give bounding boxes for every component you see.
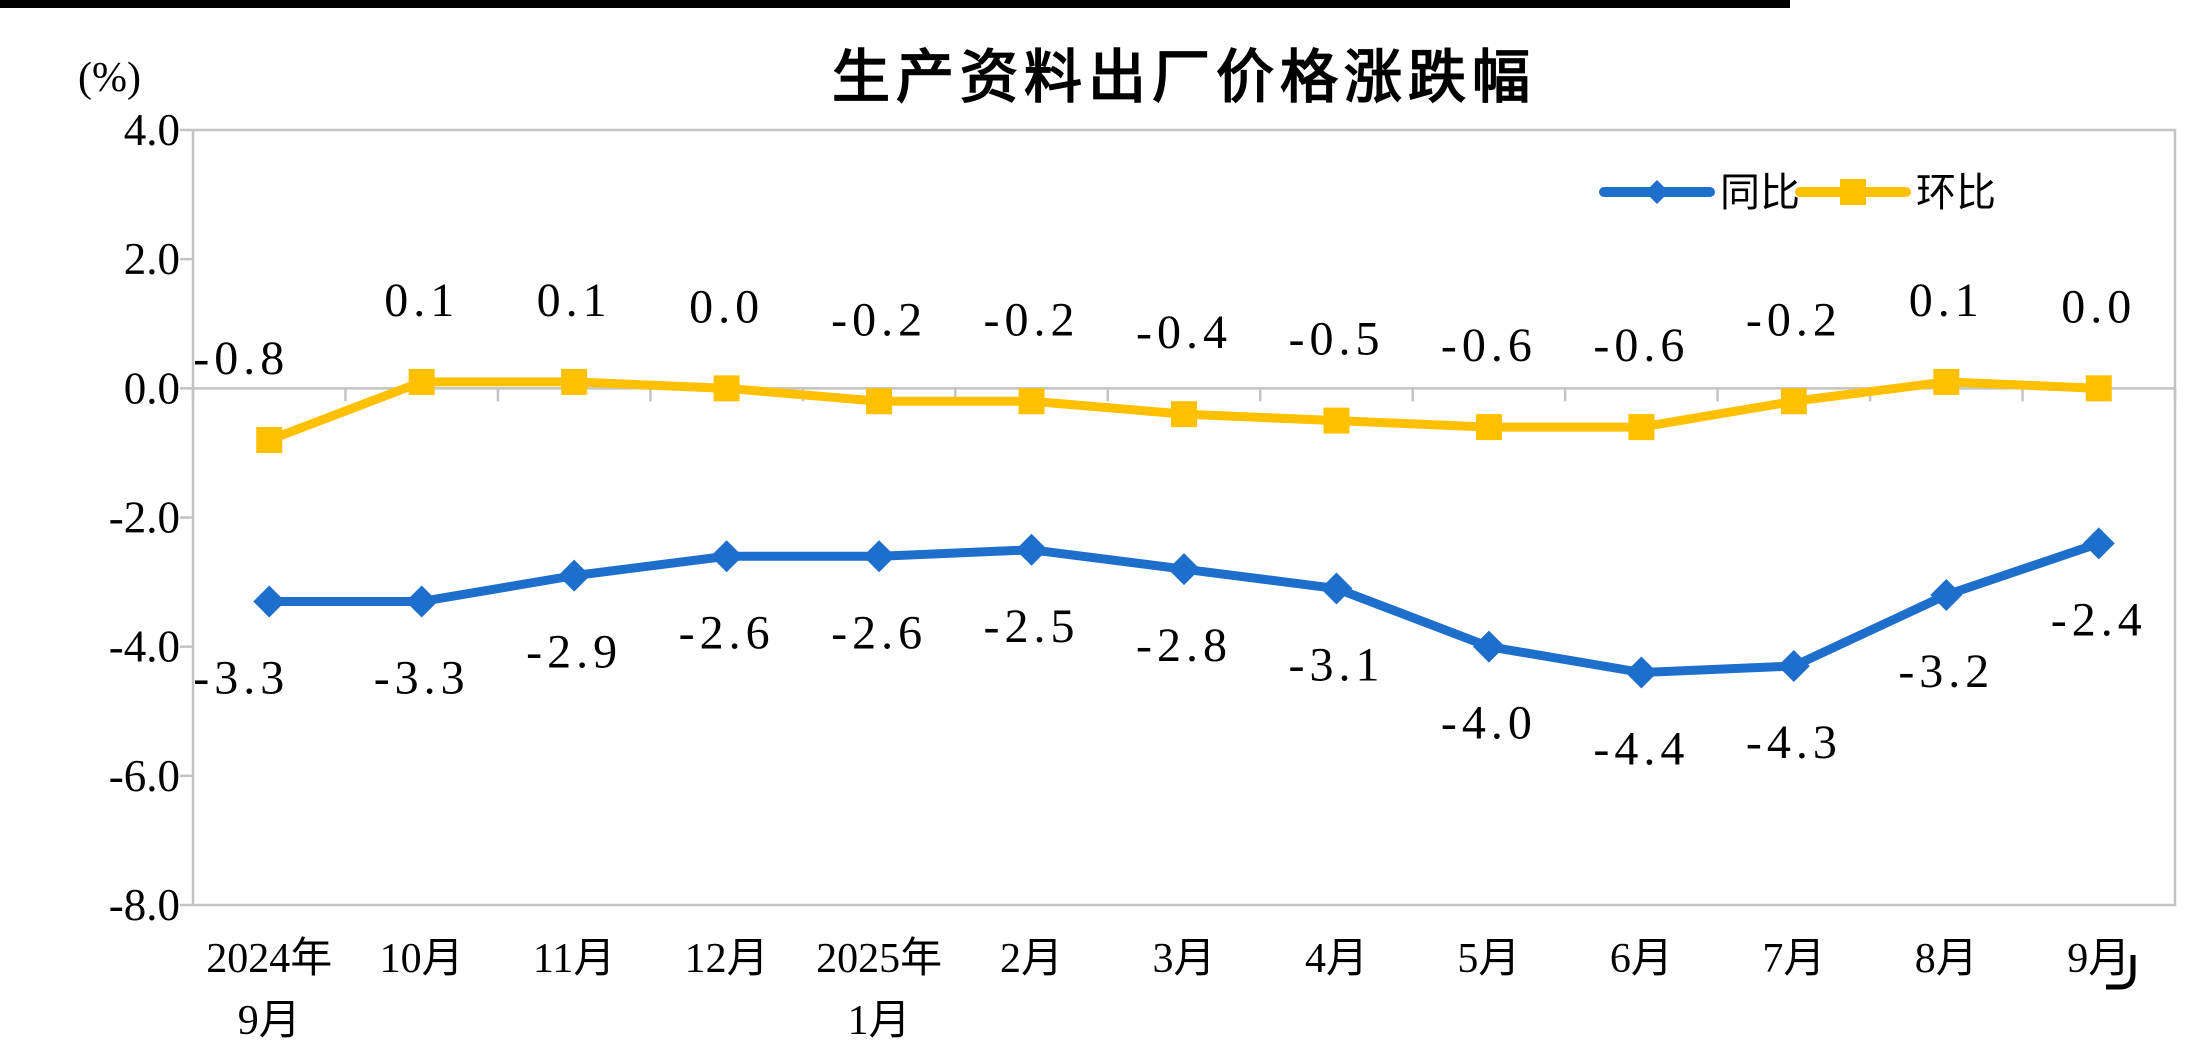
data-point-marker-square [1628,414,1655,441]
data-point-marker-square [1780,388,1807,415]
legend-label: 同比 [1720,171,1800,215]
data-label: -0.6 [1593,319,1689,372]
data-label: -4.4 [1593,723,1689,776]
corner-artifact [2106,955,2136,990]
data-point-marker-diamond [2082,527,2115,560]
x-tick-label: 7月 [1762,936,1825,982]
data-label: -2.6 [831,606,927,659]
data-label: -3.1 [1288,639,1384,692]
data-point-marker-diamond [1930,579,1963,611]
data-label: 0.1 [384,274,459,327]
y-tick-label: 0.0 [124,363,180,413]
data-point-marker-diamond [1015,533,1048,566]
x-tick-label: 2月 [1000,936,1063,982]
data-point-marker-diamond [405,585,438,618]
legend-marker-square [1840,179,1866,205]
data-label: -4.0 [1441,697,1537,750]
data-label: -0.8 [193,332,289,385]
data-point-marker-diamond [1625,656,1658,689]
x-tick-label: 12月 [685,936,769,982]
data-label: -0.2 [984,293,1080,346]
data-point-marker-diamond [558,559,591,592]
data-point-marker-square [713,375,740,402]
y-tick-label: -8.0 [109,880,180,930]
data-label: 0.0 [689,280,764,333]
data-point-marker-diamond [1320,572,1353,605]
y-tick-label: -2.0 [109,493,180,543]
data-label: -3.3 [374,651,470,704]
data-label: -2.9 [526,626,622,679]
data-label: -4.3 [1746,716,1842,769]
x-tick-label: 6月 [1610,936,1673,982]
x-tick-label: 10月 [380,936,464,982]
x-tick-label: 9月 [238,998,301,1044]
data-point-marker-square [1018,388,1045,415]
data-point-marker-square [1475,414,1502,441]
y-tick-label: 4.0 [124,105,180,155]
data-point-marker-square [408,368,435,395]
data-label: -0.5 [1288,313,1384,366]
x-tick-label: 1月 [848,998,911,1044]
data-point-marker-square [256,427,283,453]
y-tick-label: -6.0 [109,751,180,801]
x-tick-label: 2025年 [816,935,942,982]
data-point-marker-square [1323,407,1350,434]
data-label: -2.8 [1136,619,1232,672]
data-label: -2.5 [984,600,1080,653]
data-point-marker-square [1171,401,1197,428]
legend-label: 环比 [1916,171,1996,215]
data-label: 0.1 [537,274,612,327]
x-tick-label: 2024年 [206,935,332,982]
data-label: 0.0 [2061,280,2136,333]
data-label: -3.2 [1898,645,1994,698]
legend-marker-diamond [1645,180,1669,204]
data-point-marker-square [2085,375,2112,402]
top-edge-artifact [0,0,1790,8]
data-point-marker-square [1933,368,1960,395]
data-label: -2.6 [679,606,775,659]
y-tick-label: -4.0 [109,622,180,672]
y-tick-label: 2.0 [124,234,180,284]
data-label: -3.3 [193,651,289,704]
data-label: -0.2 [1746,293,1842,346]
x-tick-label: 5月 [1457,936,1520,982]
x-tick-label: 4月 [1305,936,1368,982]
data-label: 0.1 [1909,274,1984,327]
data-point-marker-diamond [1168,553,1200,586]
chart-title: 生产资料出厂价格涨跌幅 [831,45,1536,110]
data-point-marker-square [866,388,893,415]
data-label: -0.2 [831,293,927,346]
x-tick-label: 3月 [1152,936,1215,982]
plot-border [191,128,2177,907]
data-label: -2.4 [2051,593,2147,646]
data-label: -0.6 [1441,319,1537,372]
x-tick-label: 11月 [533,936,615,982]
data-label: -0.4 [1136,306,1232,359]
data-point-marker-square [561,368,588,395]
data-point-marker-diamond [253,585,286,618]
x-tick-label: 8月 [1915,936,1978,982]
data-point-marker-diamond [1472,630,1505,663]
data-point-marker-diamond [863,540,896,573]
data-point-marker-diamond [710,540,743,573]
x-tick-label: 9月 [2067,936,2130,982]
y-axis-unit-label: (%) [78,55,141,101]
data-point-marker-diamond [1777,650,1810,683]
